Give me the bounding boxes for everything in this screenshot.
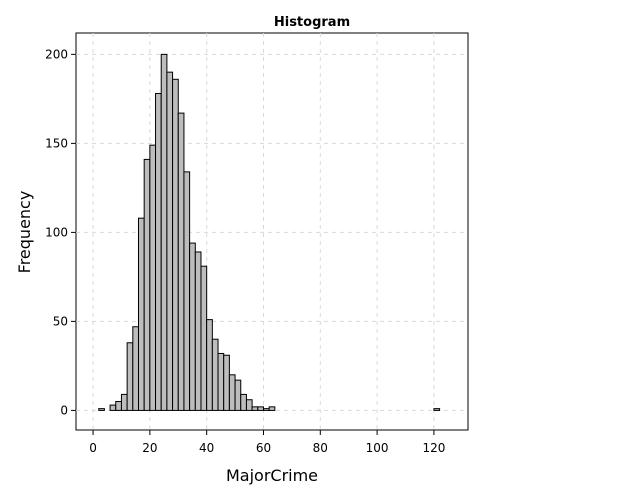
histogram-bar-27 [257, 406, 264, 411]
y-tick-label-3: 150 [45, 136, 68, 150]
x-tick-label-6: 120 [422, 441, 445, 455]
x-axis: 0 20 40 60 80 100 120 [89, 430, 445, 455]
histogram-bar-0 [98, 408, 105, 411]
x-tick-label-3: 60 [256, 441, 271, 455]
histogram-bar-2 [115, 401, 122, 411]
y-tick-label-0: 0 [60, 403, 68, 417]
histogram-bar-26 [251, 406, 259, 411]
histogram-bar-28 [262, 408, 270, 411]
histogram-bar-7 [143, 158, 151, 411]
histogram-bar-25 [245, 399, 253, 411]
histogram-bar-1 [109, 404, 117, 411]
y-tick-label-2: 100 [45, 225, 68, 239]
histogram-bar-13 [177, 112, 185, 411]
bars-layer [98, 53, 441, 411]
y-axis-label: Frequency [15, 191, 34, 274]
histogram-bar-14 [183, 171, 191, 411]
histogram-bar-6 [137, 217, 145, 411]
chart-title: Histogram [274, 15, 350, 30]
histogram-bar-3 [120, 393, 128, 411]
histogram-bar-16 [194, 251, 202, 411]
histogram-bar-15 [189, 242, 196, 411]
y-axis: 0 50 100 150 200 [45, 47, 76, 417]
histogram-bar-4 [126, 342, 134, 411]
histogram-bar-24 [240, 393, 247, 411]
histogram-bar-17 [200, 265, 208, 411]
x-tick-label-2: 40 [199, 441, 214, 455]
histogram-bar-8 [149, 144, 157, 411]
histogram-bar-20 [217, 352, 225, 411]
x-tick-label-4: 80 [313, 441, 328, 455]
histogram-bar-30 [433, 408, 441, 411]
histogram-bar-19 [211, 338, 219, 411]
x-axis-label: MajorCrime [226, 466, 318, 485]
y-tick-label-1: 50 [53, 314, 68, 328]
histogram-bar-22 [228, 374, 236, 411]
histogram-bar-11 [166, 71, 174, 411]
histogram-bar-12 [172, 78, 179, 411]
histogram-bar-18 [206, 319, 213, 411]
x-tick-label-1: 20 [142, 441, 157, 455]
histogram-bar-10 [160, 53, 168, 411]
histogram-bar-5 [132, 326, 139, 411]
histogram-bar-9 [155, 93, 162, 411]
y-tick-label-4: 200 [45, 47, 68, 61]
x-tick-label-0: 0 [89, 441, 97, 455]
x-tick-label-5: 100 [366, 441, 389, 455]
histogram-bar-21 [223, 354, 230, 411]
histogram-bar-29 [268, 406, 276, 411]
histogram-bar-23 [234, 379, 242, 411]
